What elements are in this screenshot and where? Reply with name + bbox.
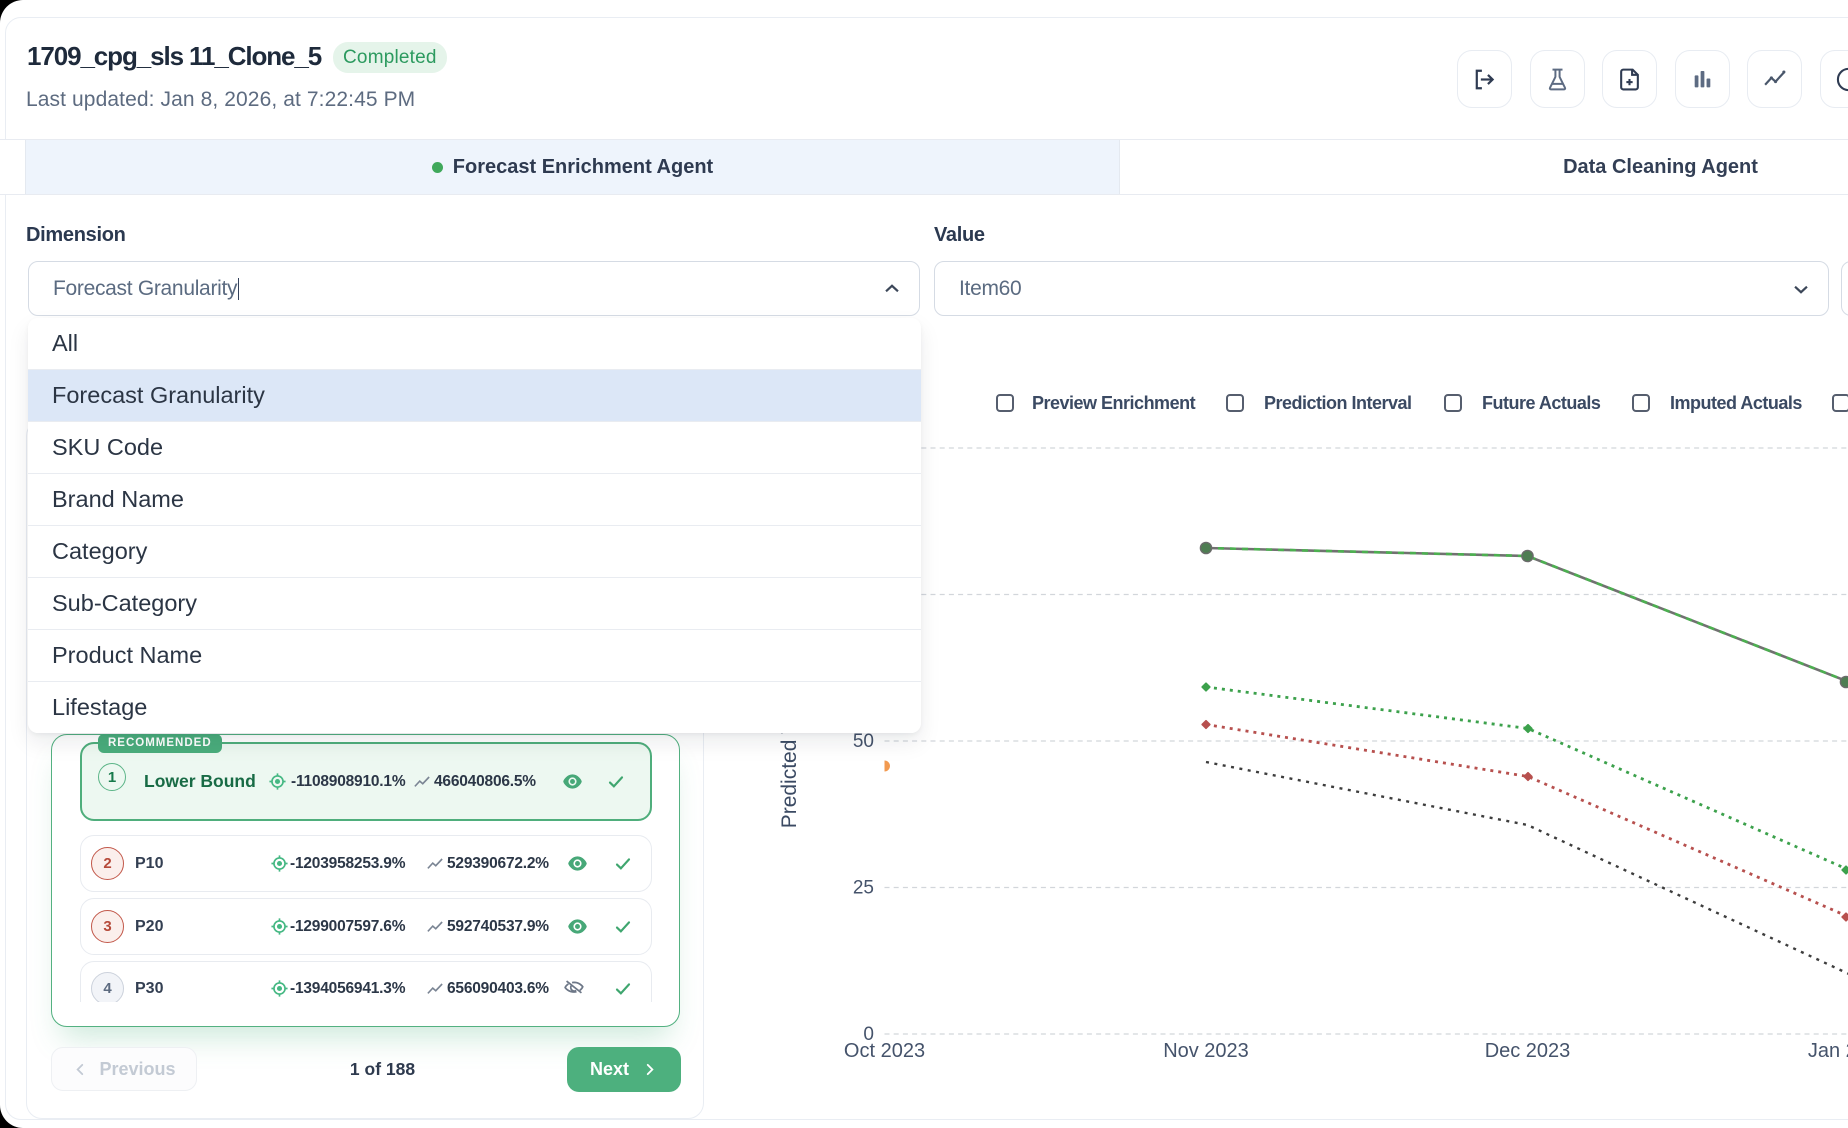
svg-text:Dec 2023: Dec 2023 bbox=[1485, 1040, 1571, 1062]
svg-text:50: 50 bbox=[853, 731, 874, 752]
svg-text:Jan 2024: Jan 2024 bbox=[1808, 1040, 1848, 1062]
svg-text:Nov 2023: Nov 2023 bbox=[1163, 1040, 1249, 1062]
svg-text:25: 25 bbox=[853, 878, 874, 899]
svg-text:Oct 2023: Oct 2023 bbox=[844, 1040, 925, 1062]
svg-text:0: 0 bbox=[863, 1024, 874, 1045]
